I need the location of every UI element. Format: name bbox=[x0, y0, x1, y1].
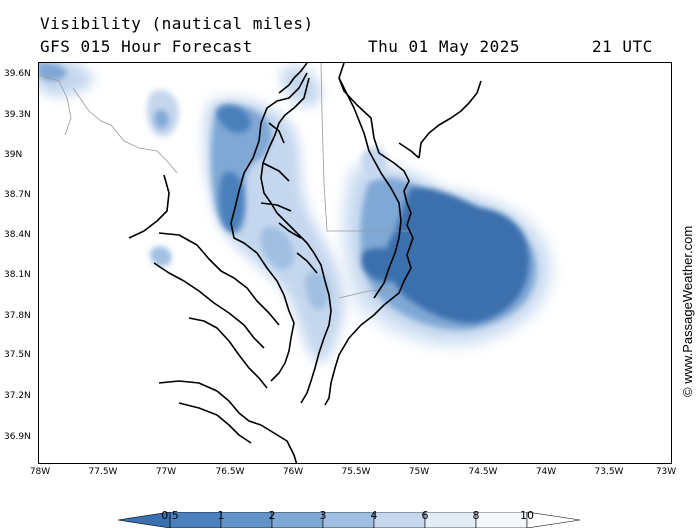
lon-label-74: 74W bbox=[535, 467, 557, 477]
lon-label-76: 76W bbox=[282, 467, 304, 477]
forecast-time: 21 UTC bbox=[592, 37, 653, 56]
lon-label-77: 77W bbox=[155, 467, 177, 477]
colorbar-left-arrow bbox=[118, 512, 170, 528]
colorbar-label-0-5: 0.5 bbox=[161, 509, 179, 522]
lon-label-74-5: 74.5W bbox=[468, 467, 498, 477]
lon-label-76-5: 76.5W bbox=[215, 467, 245, 477]
colorbar-label-8: 8 bbox=[472, 509, 480, 522]
forecast-date: Thu 01 May 2025 bbox=[368, 37, 520, 56]
lat-label-37-5: 37.5N bbox=[4, 350, 31, 360]
colorbar-label-4: 4 bbox=[370, 509, 378, 522]
colorbar-label-1: 1 bbox=[217, 509, 225, 522]
lat-label-36-9: 36.9N bbox=[4, 432, 31, 442]
visibility-shading-chesapeake bbox=[149, 66, 387, 363]
colorbar-label-2: 2 bbox=[268, 509, 276, 522]
colorbar-label-3: 3 bbox=[319, 509, 327, 522]
lat-label-39-0: 39N bbox=[4, 150, 23, 160]
lat-label-37-8: 37.8N bbox=[4, 311, 31, 321]
colorbar-right-arrow bbox=[526, 511, 581, 529]
state-borders bbox=[39, 63, 412, 299]
colorbar-label-6: 6 bbox=[421, 509, 429, 522]
lat-label-38-1: 38.1N bbox=[4, 270, 31, 280]
credit-text: © www.PassageWeather.com bbox=[680, 226, 695, 397]
lon-label-73: 73W bbox=[655, 467, 677, 477]
visibility-colorbar bbox=[117, 511, 584, 532]
lat-label-39-3: 39.3N bbox=[4, 110, 31, 120]
coastlines bbox=[128, 63, 482, 463]
map-plot-area bbox=[38, 62, 672, 464]
forecast-subtitle: GFS 015 Hour Forecast bbox=[40, 37, 253, 56]
lon-label-73-5: 73.5W bbox=[594, 467, 624, 477]
visibility-shading-inland bbox=[39, 63, 179, 137]
map-title: Visibility (nautical miles) bbox=[40, 14, 314, 33]
visibility-shading-offshore bbox=[340, 161, 555, 349]
lon-label-78: 78W bbox=[29, 467, 51, 477]
colorbar-label-10: 10 bbox=[520, 509, 534, 522]
lat-label-39-6: 39.6N bbox=[4, 69, 31, 79]
lon-label-75-5: 75.5W bbox=[341, 467, 371, 477]
visibility-map bbox=[39, 63, 555, 463]
lon-label-77-5: 77.5W bbox=[88, 467, 118, 477]
lat-label-38-4: 38.4N bbox=[4, 230, 31, 240]
lon-label-75: 75W bbox=[408, 467, 430, 477]
lat-label-37-2: 37.2N bbox=[4, 391, 31, 401]
lat-label-38-7: 38.7N bbox=[4, 190, 31, 200]
copyright-credit: © www.PassageWeather.com bbox=[674, 110, 698, 400]
